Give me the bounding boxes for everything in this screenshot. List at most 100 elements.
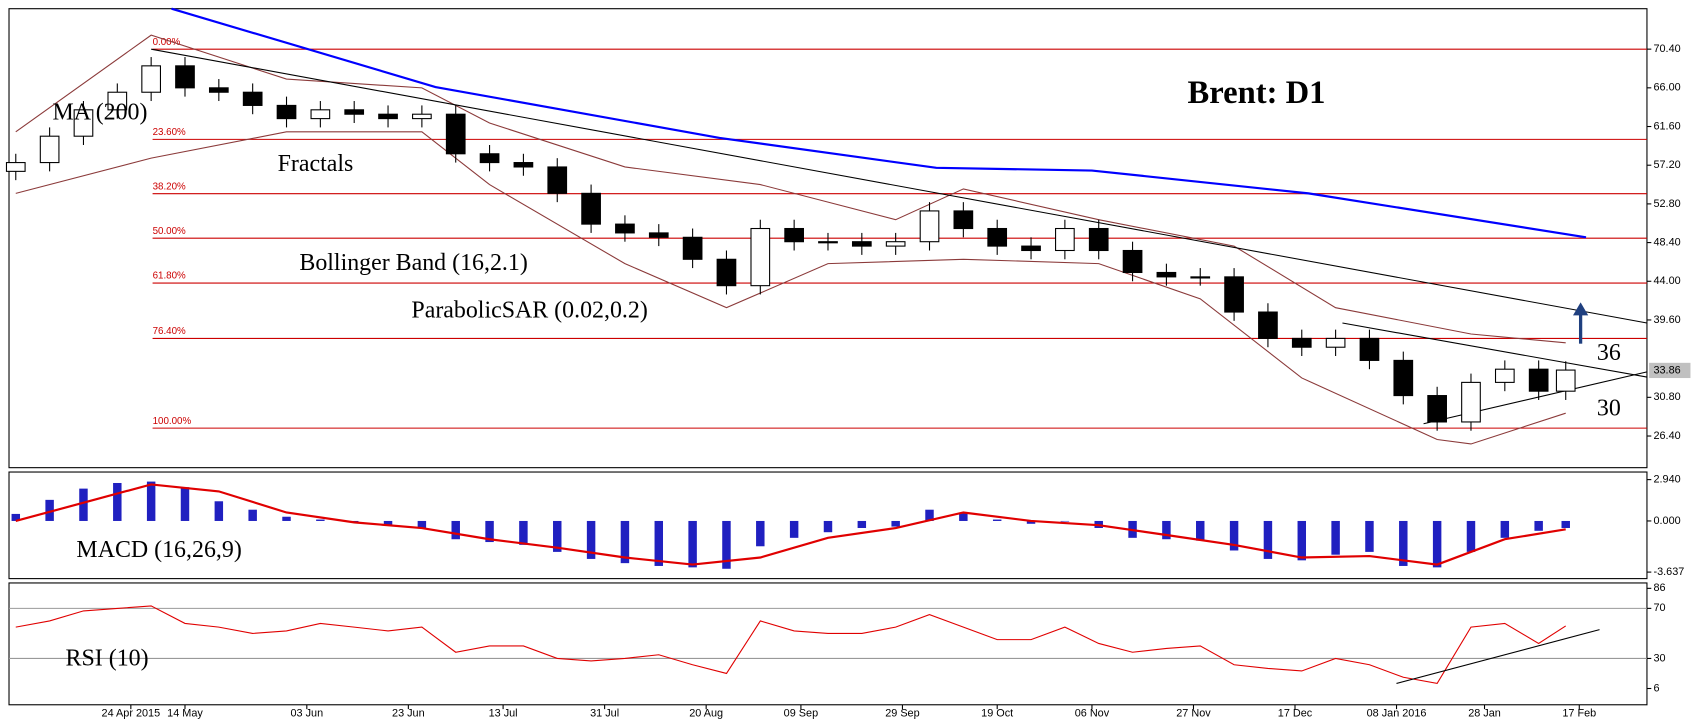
- x-tick-label: 17 Dec: [1278, 707, 1313, 719]
- candle-body: [1393, 359, 1414, 397]
- candle-body: [412, 113, 432, 120]
- candle-body: [581, 192, 601, 225]
- candle-body: [1494, 368, 1515, 383]
- y-tick-label: 57.20: [1653, 159, 1680, 171]
- y-tick-label: 52.80: [1653, 198, 1680, 210]
- y-tick-label: 39.60: [1653, 314, 1680, 326]
- candle-body: [648, 232, 669, 238]
- x-tick-label: 31 Jul: [590, 707, 619, 719]
- histogram-bar: [1229, 520, 1239, 551]
- candle-body: [784, 227, 804, 243]
- candle-body: [1122, 249, 1143, 274]
- histogram-bar: [586, 520, 596, 559]
- histogram-bar: [248, 509, 257, 521]
- x-tick-label: 14 May: [167, 707, 203, 719]
- histogram-bar: [214, 501, 224, 521]
- histogram-bar: [1026, 520, 1036, 524]
- histogram-bar: [1331, 520, 1340, 555]
- histogram-bar: [11, 513, 21, 521]
- indicator-line: [171, 7, 1587, 239]
- candle-body: [1359, 337, 1380, 361]
- candle-body: [682, 236, 703, 260]
- fib-label: 23.60%: [153, 127, 186, 138]
- candle-body: [1021, 245, 1041, 252]
- candle-body: [1461, 381, 1481, 423]
- histogram-bar: [992, 519, 1002, 521]
- histogram-bar: [722, 520, 731, 569]
- annotation: Fractals: [278, 151, 354, 177]
- macd-panel: [8, 471, 1648, 580]
- candle-body: [242, 91, 263, 106]
- candle-body: [310, 109, 331, 120]
- histogram-bar: [1399, 520, 1408, 566]
- y-tick-label: 0.000: [1653, 515, 1680, 527]
- candle-body: [1055, 227, 1075, 252]
- histogram-bar: [113, 482, 122, 521]
- y-tick-label: 48.40: [1653, 236, 1680, 248]
- rsi-panel: [8, 582, 1648, 706]
- x-tick-label: 28 Jan: [1468, 707, 1501, 719]
- candle-body: [716, 258, 737, 287]
- indicator-line: [1423, 371, 1648, 425]
- candle-body: [479, 153, 500, 164]
- fib-label: 61.80%: [153, 271, 186, 282]
- histogram-bar: [1432, 520, 1442, 568]
- x-tick-label: 24 Apr 2015: [102, 707, 161, 719]
- candle-body: [208, 87, 229, 93]
- candle-body: [1291, 337, 1312, 348]
- candle-body: [547, 166, 568, 194]
- annotation: ParabolicSAR (0.02,0.2): [411, 298, 647, 324]
- histogram-bar: [620, 520, 630, 564]
- fib-label: 76.40%: [153, 326, 186, 337]
- candle-body: [276, 104, 297, 120]
- y-tick-label: 26.40: [1653, 430, 1680, 442]
- x-tick-label: 09 Sep: [784, 707, 818, 719]
- candle-body: [1427, 395, 1447, 423]
- y-tick-label: 86: [1653, 582, 1665, 594]
- candle-body: [1088, 227, 1109, 252]
- y-tick-label: 6: [1653, 682, 1659, 694]
- histogram-bar: [789, 520, 799, 538]
- candle-body: [513, 162, 534, 168]
- candle-body: [1325, 337, 1346, 348]
- indicator-line: [151, 48, 1648, 324]
- histogram-bar: [519, 520, 528, 545]
- y-tick-label: 44.00: [1653, 275, 1680, 287]
- candle-body: [1156, 271, 1177, 278]
- x-tick-label: 29 Sep: [885, 707, 919, 719]
- candle-body: [750, 227, 771, 287]
- y-tick-label: 30.80: [1653, 391, 1680, 403]
- candle-body: [1224, 276, 1244, 313]
- candle-body: [851, 241, 872, 247]
- histogram-bar: [891, 520, 900, 527]
- annotation: 36: [1597, 340, 1621, 366]
- y-tick-label: -3.637: [1653, 566, 1684, 578]
- rsi-line: [15, 605, 1567, 685]
- candle-body: [953, 210, 974, 230]
- histogram-bar: [451, 520, 460, 540]
- indicator-line: [1342, 322, 1648, 378]
- indicator-line: [15, 34, 1566, 344]
- candle-body: [73, 109, 94, 137]
- x-tick-label: 27 Nov: [1176, 707, 1211, 719]
- candle-body: [5, 162, 26, 172]
- y-tick-label: 61.60: [1653, 120, 1680, 132]
- y-tick-label: 2.940: [1653, 473, 1680, 485]
- y-tick-label: 70.40: [1653, 43, 1680, 55]
- x-tick-label: 13 Jul: [489, 707, 518, 719]
- histogram-bar: [688, 520, 697, 568]
- histogram-bar: [1263, 520, 1273, 559]
- histogram-bar: [654, 520, 664, 566]
- candle-body: [107, 91, 128, 111]
- histogram-bar: [180, 487, 190, 521]
- x-tick-label: 08 Jan 2016: [1367, 707, 1427, 719]
- candle-body: [1528, 368, 1549, 392]
- histogram-bar: [925, 509, 934, 521]
- candle-body: [818, 241, 838, 244]
- y-tick-label: 70: [1653, 602, 1665, 614]
- histogram-bar: [79, 488, 88, 521]
- signal-line: [15, 483, 1566, 566]
- indicator-line: [15, 131, 1566, 445]
